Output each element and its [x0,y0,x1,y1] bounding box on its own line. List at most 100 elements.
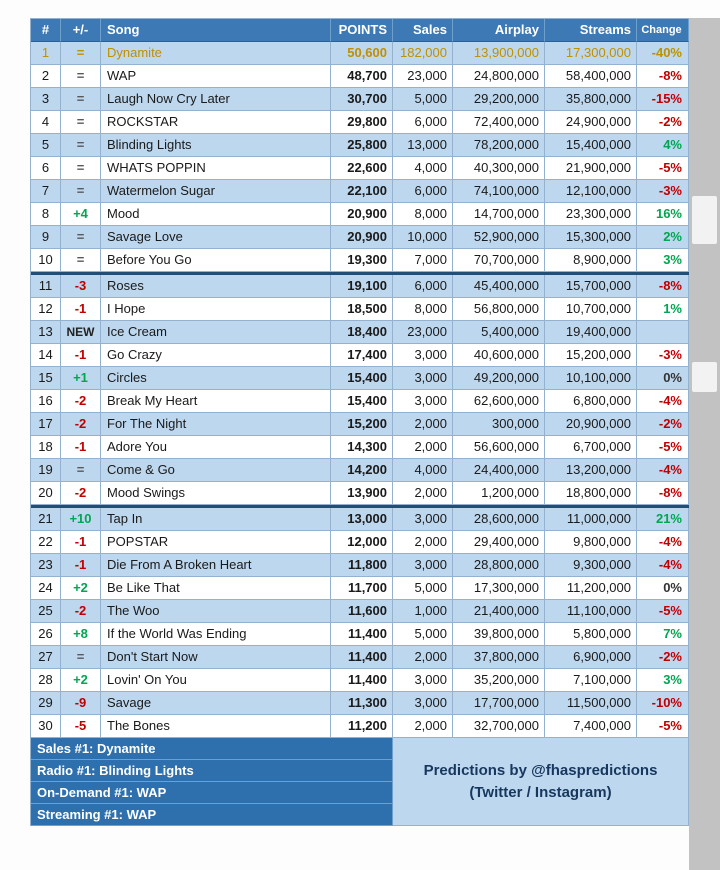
cell-move: -1 [61,554,101,577]
cell-points: 15,400 [331,390,393,413]
cell-change: -2% [637,413,689,436]
cell-airplay: 52,900,000 [453,226,545,249]
cell-streams: 20,900,000 [545,413,637,436]
footer-stats: Sales #1: Dynamite Radio #1: Blinding Lig… [31,738,393,826]
table-row: 23 -1 Die From A Broken Heart 11,800 3,000 28… [31,554,689,577]
cell-airplay: 28,600,000 [453,508,545,531]
cell-rank: 20 [31,482,61,505]
cell-sales: 3,000 [393,390,453,413]
table-row: 26 +8 If the World Was Ending 11,400 5,000 39… [31,623,689,646]
cell-song: Die From A Broken Heart [101,554,331,577]
column-header-song: Song [101,19,331,42]
cell-airplay: 17,300,000 [453,577,545,600]
cell-sales: 8,000 [393,298,453,321]
cell-move: -1 [61,344,101,367]
cell-rank: 3 [31,88,61,111]
scrollbar-thumb[interactable] [692,196,717,244]
cell-change: -8% [637,65,689,88]
cell-song: Dynamite [101,42,331,65]
table-row: 21 +10 Tap In 13,000 3,000 28,600,000 11,000,0… [31,508,689,531]
cell-change: 3% [637,249,689,272]
cell-sales: 182,000 [393,42,453,65]
cell-airplay: 39,800,000 [453,623,545,646]
cell-rank: 15 [31,367,61,390]
cell-points: 18,500 [331,298,393,321]
table-row: 19 = Come & Go 14,200 4,000 24,400,000 13,200,… [31,459,689,482]
cell-points: 15,200 [331,413,393,436]
cell-streams: 19,400,000 [545,321,637,344]
cell-song: The Woo [101,600,331,623]
cell-points: 13,900 [331,482,393,505]
cell-move: -1 [61,436,101,459]
cell-rank: 22 [31,531,61,554]
column-header-change: Change [637,19,689,42]
cell-points: 19,100 [331,275,393,298]
cell-change: 4% [637,134,689,157]
cell-airplay: 1,200,000 [453,482,545,505]
cell-airplay: 70,700,000 [453,249,545,272]
cell-move: = [61,88,101,111]
cell-streams: 9,300,000 [545,554,637,577]
scrollbar-track[interactable] [689,18,720,870]
cell-song: Laugh Now Cry Later [101,88,331,111]
cell-move: -1 [61,531,101,554]
cell-streams: 11,000,000 [545,508,637,531]
cell-streams: 35,800,000 [545,88,637,111]
scrollbar-thumb[interactable] [692,362,717,392]
cell-move: = [61,180,101,203]
cell-change: -2% [637,111,689,134]
cell-sales: 2,000 [393,531,453,554]
cell-rank: 30 [31,715,61,738]
cell-streams: 11,500,000 [545,692,637,715]
cell-airplay: 37,800,000 [453,646,545,669]
table-row: 1 = Dynamite 50,600 182,000 13,900,000 17,300,… [31,42,689,65]
cell-streams: 15,200,000 [545,344,637,367]
cell-song: If the World Was Ending [101,623,331,646]
cell-move: +2 [61,577,101,600]
table-row: 6 = WHATS POPPIN 22,600 4,000 40,300,000 21,90… [31,157,689,180]
cell-streams: 15,700,000 [545,275,637,298]
cell-streams: 10,700,000 [545,298,637,321]
cell-change: 3% [637,669,689,692]
table-header: # +/- Song POINTS Sales Airplay Streams Change [31,19,689,42]
cell-airplay: 35,200,000 [453,669,545,692]
cell-streams: 11,200,000 [545,577,637,600]
cell-points: 11,400 [331,669,393,692]
cell-change: -4% [637,531,689,554]
cell-rank: 24 [31,577,61,600]
cell-streams: 6,700,000 [545,436,637,459]
cell-streams: 21,900,000 [545,157,637,180]
cell-move: -2 [61,390,101,413]
cell-song: Lovin' On You [101,669,331,692]
cell-change: -5% [637,600,689,623]
cell-sales: 5,000 [393,88,453,111]
cell-rank: 5 [31,134,61,157]
cell-move: +2 [61,669,101,692]
cell-move: = [61,42,101,65]
table-row: 30 -5 The Bones 11,200 2,000 32,700,000 7,400,… [31,715,689,738]
table-row: 28 +2 Lovin' On You 11,400 3,000 35,200,000 7,… [31,669,689,692]
cell-rank: 27 [31,646,61,669]
cell-airplay: 32,700,000 [453,715,545,738]
cell-change: -15% [637,88,689,111]
cell-move: -2 [61,482,101,505]
table-row: 9 = Savage Love 20,900 10,000 52,900,000 15,30… [31,226,689,249]
cell-move: = [61,134,101,157]
column-header-airplay: Airplay [453,19,545,42]
cell-streams: 15,300,000 [545,226,637,249]
cell-sales: 3,000 [393,554,453,577]
cell-song: I Hope [101,298,331,321]
cell-song: Roses [101,275,331,298]
cell-move: = [61,646,101,669]
table-row: 10 = Before You Go 19,300 7,000 70,700,000 8,9… [31,249,689,272]
cell-song: Adore You [101,436,331,459]
cell-song: Blinding Lights [101,134,331,157]
cell-points: 20,900 [331,226,393,249]
cell-song: Mood Swings [101,482,331,505]
cell-airplay: 21,400,000 [453,600,545,623]
cell-change: -2% [637,646,689,669]
cell-streams: 6,800,000 [545,390,637,413]
credit-line-2: (Twitter / Instagram) [469,784,612,801]
cell-move: -9 [61,692,101,715]
cell-rank: 21 [31,508,61,531]
